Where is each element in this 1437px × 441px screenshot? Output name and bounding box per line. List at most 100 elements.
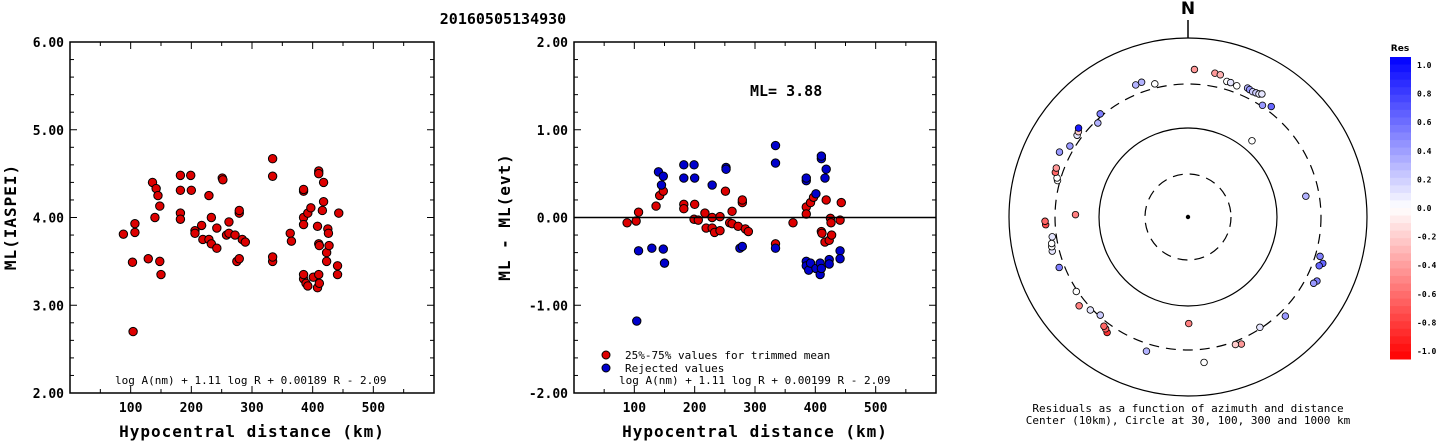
p1-point-s1 <box>707 180 717 190</box>
colorbar-cell <box>1390 117 1411 126</box>
station-point <box>1151 80 1159 88</box>
station-point <box>1094 119 1102 127</box>
colorbar-cell <box>1390 306 1411 315</box>
station-point <box>1216 71 1225 79</box>
p1-point-s0 <box>788 218 798 228</box>
station-point <box>1190 65 1199 74</box>
polar-caption-line1: Residuals as a function of azimuth and d… <box>1032 402 1343 415</box>
polar-points <box>1041 65 1327 367</box>
p0-point-s0 <box>175 214 186 224</box>
station-point <box>1096 311 1104 319</box>
p1-point-s1 <box>824 259 834 269</box>
colorbar-cell <box>1390 268 1411 277</box>
station-point <box>1302 192 1310 200</box>
p0-point-s0 <box>196 220 207 231</box>
station-point <box>1258 101 1267 110</box>
p0-ytick-label: 4.00 <box>33 212 64 227</box>
p0-point-s0 <box>128 326 138 337</box>
polar-caption-line2: Center (10km), Circle at 30, 100, 300 an… <box>1026 414 1351 427</box>
p0-point-s0 <box>118 229 129 239</box>
p0-xtick-label: 100 <box>119 401 143 416</box>
colorbar-cell <box>1390 238 1411 247</box>
ring-300km <box>1054 83 1322 351</box>
colorbar-cells <box>1390 57 1411 360</box>
p0-point-s0 <box>332 269 343 280</box>
p1-point-s1 <box>721 164 731 174</box>
p0-point-s0 <box>130 218 140 229</box>
p1-ytick-label: 2.00 <box>537 36 568 51</box>
colorbar-cell <box>1390 253 1411 262</box>
p0-point-s0 <box>234 205 244 216</box>
p0-point-s0 <box>175 170 186 181</box>
colorbar-cell <box>1390 170 1411 179</box>
station-point <box>1100 322 1108 330</box>
p0-point-s0 <box>321 256 332 267</box>
p1-axes: 100 200 300 400 500 -2.00 -1.00 0.00 1.00 2.00 <box>529 36 936 416</box>
station-point <box>1066 142 1074 150</box>
p0-point-s0 <box>267 252 278 262</box>
p0-point-s0 <box>306 203 316 213</box>
p1-point-s0 <box>715 211 725 222</box>
colorbar-tick-label: 0.2 <box>1417 175 1432 184</box>
colorbar-cell <box>1390 245 1411 254</box>
station-point <box>1048 233 1056 241</box>
station-point <box>1231 340 1240 349</box>
colorbar-cell <box>1390 109 1411 118</box>
p1-point-s0 <box>633 207 644 217</box>
epicenter-dot <box>1185 214 1191 220</box>
colorbar-cell <box>1390 313 1411 322</box>
p1-xtick-label: 500 <box>864 401 888 416</box>
legend-marker-rejected <box>601 363 611 373</box>
station-point <box>1041 217 1049 225</box>
p0-point-s0 <box>303 281 313 291</box>
p1-point-s1 <box>835 246 845 256</box>
p1-annotation: log A(nm) + 1.11 log R + 0.00199 R - 2.0… <box>619 374 891 387</box>
ring-100km <box>1098 127 1278 307</box>
colorbar-cell <box>1390 215 1411 224</box>
colorbar-tick-label: 1.0 <box>1417 61 1432 70</box>
p0-frame <box>69 41 435 394</box>
station-point <box>1055 263 1063 272</box>
p1-point-s1 <box>820 173 830 183</box>
p0-point-s0 <box>314 269 324 280</box>
colorbar-cell <box>1390 351 1411 360</box>
p1-point-s0 <box>743 226 754 237</box>
p0-point-s0 <box>298 219 309 230</box>
colorbar-cell <box>1390 177 1411 186</box>
colorbar-cell <box>1390 57 1411 66</box>
p1-point-s0 <box>817 228 827 238</box>
figure-title: 20160505134930 <box>440 10 566 28</box>
colorbar-cell <box>1390 328 1411 337</box>
p0-point-s0 <box>312 221 323 231</box>
p1-point-s1 <box>770 243 781 253</box>
p0-xlabel: Hypocentral distance (km) <box>119 422 385 441</box>
p0-point-s0 <box>285 228 295 238</box>
p0-point-s0 <box>224 217 234 227</box>
p0-point-s0 <box>334 208 344 218</box>
p1-point-s1 <box>633 246 644 256</box>
p1-point-s0 <box>689 199 700 210</box>
colorbar-cell <box>1390 336 1411 345</box>
p1-xlabel: Hypocentral distance (km) <box>622 422 888 441</box>
colorbar-cell <box>1390 155 1411 164</box>
colorbar-tick-label: 0.0 <box>1417 204 1432 213</box>
colorbar-cell <box>1390 94 1411 103</box>
p0-point-s0 <box>234 254 244 264</box>
p1-point-s1 <box>770 140 781 151</box>
station-point <box>1132 81 1140 89</box>
legend-marker-trimmed <box>601 350 611 360</box>
p1-point-s1 <box>835 254 845 264</box>
station-point <box>1309 279 1318 287</box>
station-point <box>1072 287 1081 296</box>
p0-point-s0 <box>143 254 153 264</box>
colorbar-cell <box>1390 192 1411 201</box>
p0-point-s0 <box>298 184 309 195</box>
p1-ytick-label: 1.00 <box>537 124 568 139</box>
p1-xtick-label: 100 <box>623 401 647 416</box>
colorbar-cell <box>1390 185 1411 194</box>
colorbar: Res 1.0 0.8 0.6 0.4 0.2 0.0 -0.2 -0.4 -0.6 -0.8 -1… <box>1390 44 1436 360</box>
p0-point-s0 <box>332 261 343 271</box>
p0-annotation: log A(nm) + 1.11 log R + 0.00189 R - 2.0… <box>115 374 387 387</box>
station-point <box>1315 262 1323 270</box>
colorbar-cell <box>1390 162 1411 171</box>
